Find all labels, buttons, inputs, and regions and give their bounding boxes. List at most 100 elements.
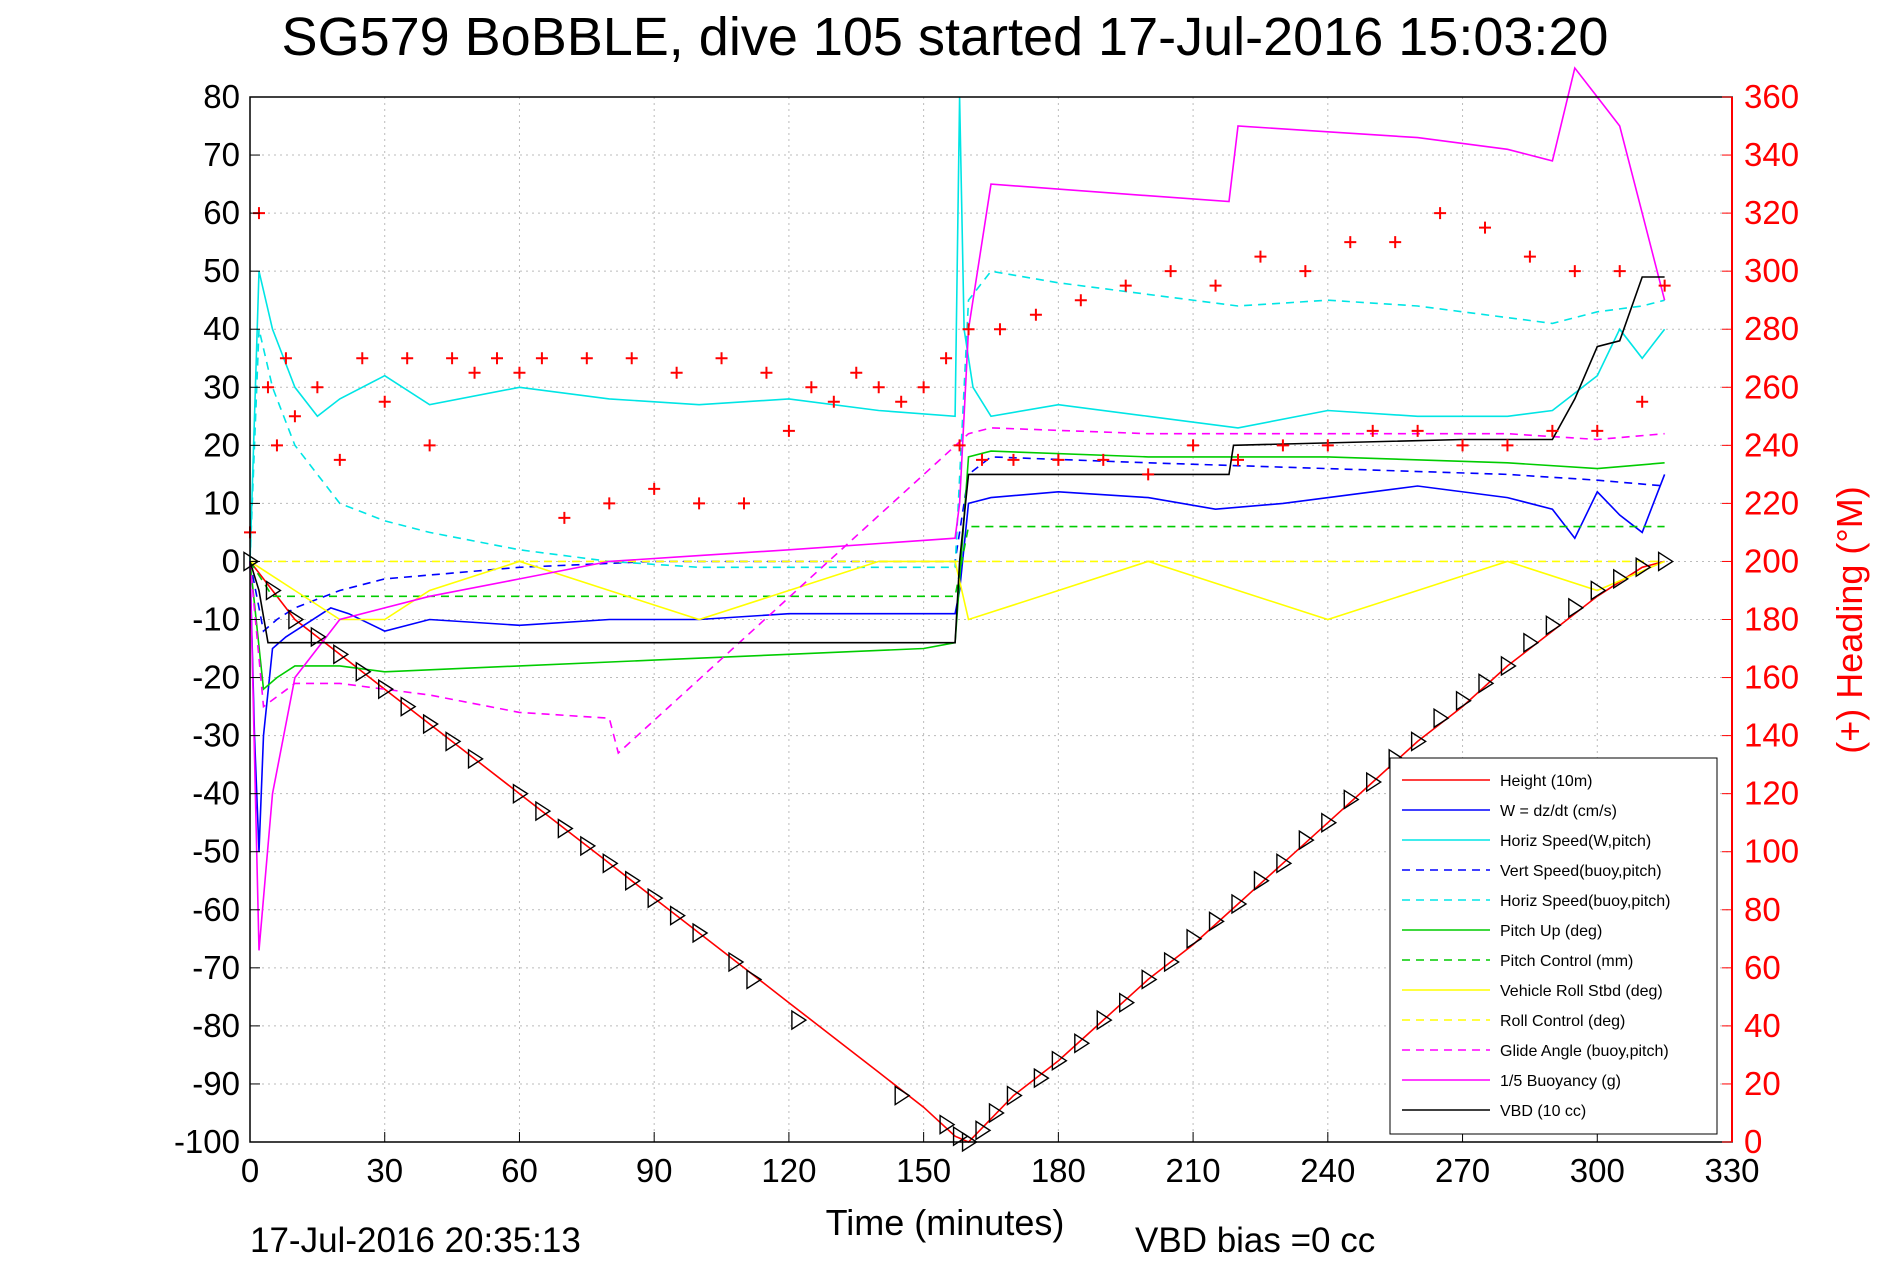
legend-label: Horiz Speed(W,pitch): [1500, 833, 1651, 850]
heading-point: [1052, 453, 1065, 466]
series-line: [249, 525, 1665, 598]
heading-point: [279, 352, 292, 365]
heading-point: [1254, 250, 1267, 263]
y-tick-label: -50: [192, 833, 240, 870]
heading-point: [953, 439, 966, 452]
depth-marker: [669, 905, 686, 926]
series-line: [249, 270, 1665, 569]
y2-tick-label: 100: [1744, 833, 1799, 870]
x-tick-label: 240: [1300, 1152, 1355, 1189]
series-vehicle-roll-stbd-deg: [249, 560, 1665, 621]
depth-marker: [1545, 615, 1562, 636]
heading-point: [1479, 221, 1491, 234]
series-vbd-10-cc: [249, 276, 1665, 644]
chart-title: SG579 BoBBLE, dive 105 started 17-Jul-20…: [282, 7, 1609, 67]
heading-point: [738, 497, 750, 510]
heading-point: [1591, 424, 1604, 437]
y-tick-label: 50: [203, 252, 240, 289]
heading-point: [535, 352, 548, 365]
y-tick-label: 40: [203, 310, 240, 347]
heading-point: [940, 352, 953, 365]
depth-marker: [243, 551, 260, 572]
y-tick-label: 60: [203, 194, 240, 231]
depth-marker: [625, 870, 642, 892]
heading-point: [1636, 395, 1649, 408]
depth-marker: [1568, 597, 1585, 619]
heading-point: [760, 366, 773, 379]
heading-point: [378, 395, 391, 408]
x-tick-label: 180: [1031, 1152, 1086, 1189]
depth-marker: [746, 969, 763, 990]
y2-tick-label: 80: [1744, 891, 1781, 928]
y-tick-label: -100: [174, 1123, 240, 1160]
y2-tick-label: 180: [1744, 601, 1799, 638]
depth-marker: [647, 887, 664, 909]
heading-point: [311, 381, 324, 394]
series-horiz-speed-buoy-pitch: [249, 270, 1665, 569]
legend-label: Height (10m): [1500, 773, 1592, 790]
heading-point: [1613, 265, 1626, 278]
depth-marker: [378, 678, 395, 700]
depth-marker: [310, 626, 327, 648]
heading-point: [827, 395, 840, 408]
y-tick-label: -40: [192, 775, 240, 812]
x-tick-label: 60: [501, 1152, 538, 1189]
heading-point: [917, 381, 930, 394]
depth-marker: [422, 713, 439, 735]
depth-marker: [1276, 853, 1293, 874]
depth-marker: [512, 783, 529, 804]
heading-point: [1074, 294, 1087, 307]
depth-marker: [355, 661, 372, 683]
heading-point: [1209, 279, 1222, 292]
depth-marker: [1141, 969, 1158, 990]
heading-point: [1321, 439, 1334, 452]
y2-tick-label: 20: [1744, 1065, 1781, 1102]
y-tick-label: -20: [192, 659, 240, 696]
depth-marker: [1523, 632, 1540, 654]
series-heading-m: [244, 207, 1671, 539]
series-1-5-buoyancy-g: [249, 66, 1666, 951]
heading-point: [1456, 439, 1469, 452]
depth-marker: [939, 1114, 956, 1135]
series-w-dz-dt-cm-s: [249, 474, 1666, 852]
y-tick-label: 30: [203, 368, 240, 405]
depth-marker: [791, 1009, 808, 1031]
heading-point: [1142, 468, 1155, 481]
heading-point: [782, 424, 795, 437]
footer-timestamp: 17-Jul-2016 20:35:13: [250, 1221, 581, 1260]
legend-label: Pitch Control (mm): [1500, 953, 1633, 970]
y-tick-label: 70: [203, 136, 240, 173]
y-tick-label: -90: [192, 1065, 240, 1102]
depth-marker: [1298, 829, 1315, 851]
legend: Height (10m) W = dz/dt (cm/s) Horiz Speed(…: [1389, 757, 1718, 1135]
heading-point: [446, 352, 459, 365]
heading-point: [356, 352, 369, 365]
y2-tick-label: 40: [1744, 1007, 1781, 1044]
plot-area: [243, 66, 1674, 1153]
y-tick-label: 10: [203, 484, 240, 521]
heading-point: [1411, 424, 1424, 437]
heading-point: [625, 352, 638, 365]
heading-point: [1523, 250, 1536, 263]
series-line: [249, 66, 1666, 951]
heading-point: [1119, 279, 1132, 292]
legend-box: [1389, 757, 1718, 1135]
heading-point: [1232, 453, 1244, 466]
legend-label: Pitch Up (deg): [1500, 923, 1602, 940]
y2-tick-label: 240: [1744, 426, 1799, 463]
heading-point: [1501, 439, 1514, 452]
series-line: [249, 427, 1665, 755]
series-glide-angle-buoy-pitch: [249, 427, 1665, 755]
depth-marker: [728, 951, 745, 973]
heading-point: [993, 323, 1006, 336]
depth-marker: [535, 800, 552, 822]
y2-tick-label: 320: [1744, 194, 1799, 231]
depth-marker: [265, 580, 282, 601]
depth-marker: [1366, 771, 1383, 793]
y-tick-label: -70: [192, 949, 240, 986]
legend-label: 1/5 Buoyancy (g): [1500, 1073, 1621, 1090]
y2-axis-label: (+) Heading (°M): [1829, 486, 1870, 753]
series-line: [249, 276, 1665, 644]
footer-vbd-bias: VBD bias =0 cc: [1135, 1221, 1375, 1260]
